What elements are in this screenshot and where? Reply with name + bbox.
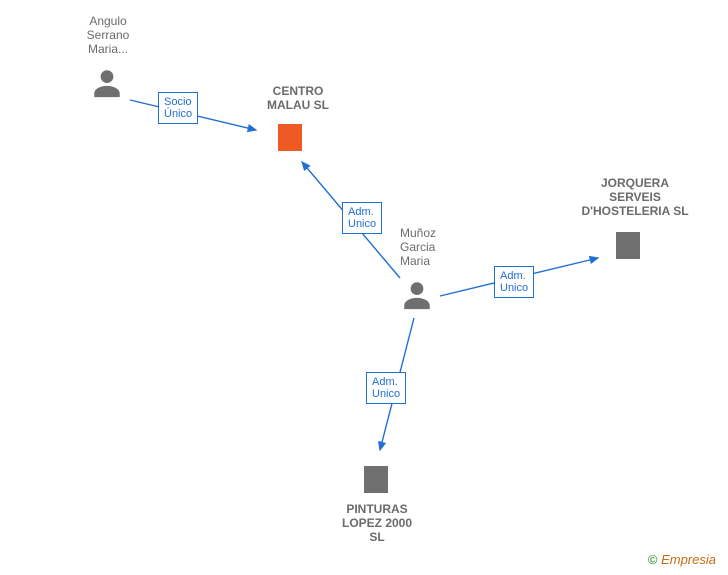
building-icon <box>610 226 646 262</box>
node-munoz[interactable]: Muñoz Garcia Maria <box>400 226 470 268</box>
node-angulo[interactable]: Angulo Serrano Maria... <box>68 14 148 56</box>
person-icon <box>90 66 124 100</box>
person-icon <box>400 278 434 312</box>
building-icon <box>272 118 308 154</box>
node-pinturas-label: PINTURAS LOPEZ 2000 SL <box>322 502 432 544</box>
node-centro[interactable]: CENTRO MALAU SL <box>238 84 358 112</box>
edge-label-adm-unico: Adm. Unico <box>366 372 406 404</box>
watermark-text: Empresia <box>661 552 716 567</box>
diagram-canvas: Angulo Serrano Maria... CENTRO MALAU SL … <box>0 0 728 575</box>
edge-label-adm-unico: Adm. Unico <box>494 266 534 298</box>
node-jorquera[interactable]: JORQUERA SERVEIS D'HOSTELERIA SL <box>560 176 710 218</box>
edge-label-socio-unico: Socio Único <box>158 92 198 124</box>
building-icon <box>358 460 394 496</box>
node-munoz-label: Muñoz Garcia Maria <box>400 226 470 268</box>
node-centro-label: CENTRO MALAU SL <box>238 84 358 112</box>
edge-label-adm-unico: Adm. Unico <box>342 202 382 234</box>
node-pinturas[interactable]: PINTURAS LOPEZ 2000 SL <box>322 502 432 544</box>
node-angulo-label: Angulo Serrano Maria... <box>68 14 148 56</box>
node-jorquera-label: JORQUERA SERVEIS D'HOSTELERIA SL <box>560 176 710 218</box>
copyright-symbol: © <box>648 552 658 567</box>
watermark: © Empresia <box>648 552 716 567</box>
